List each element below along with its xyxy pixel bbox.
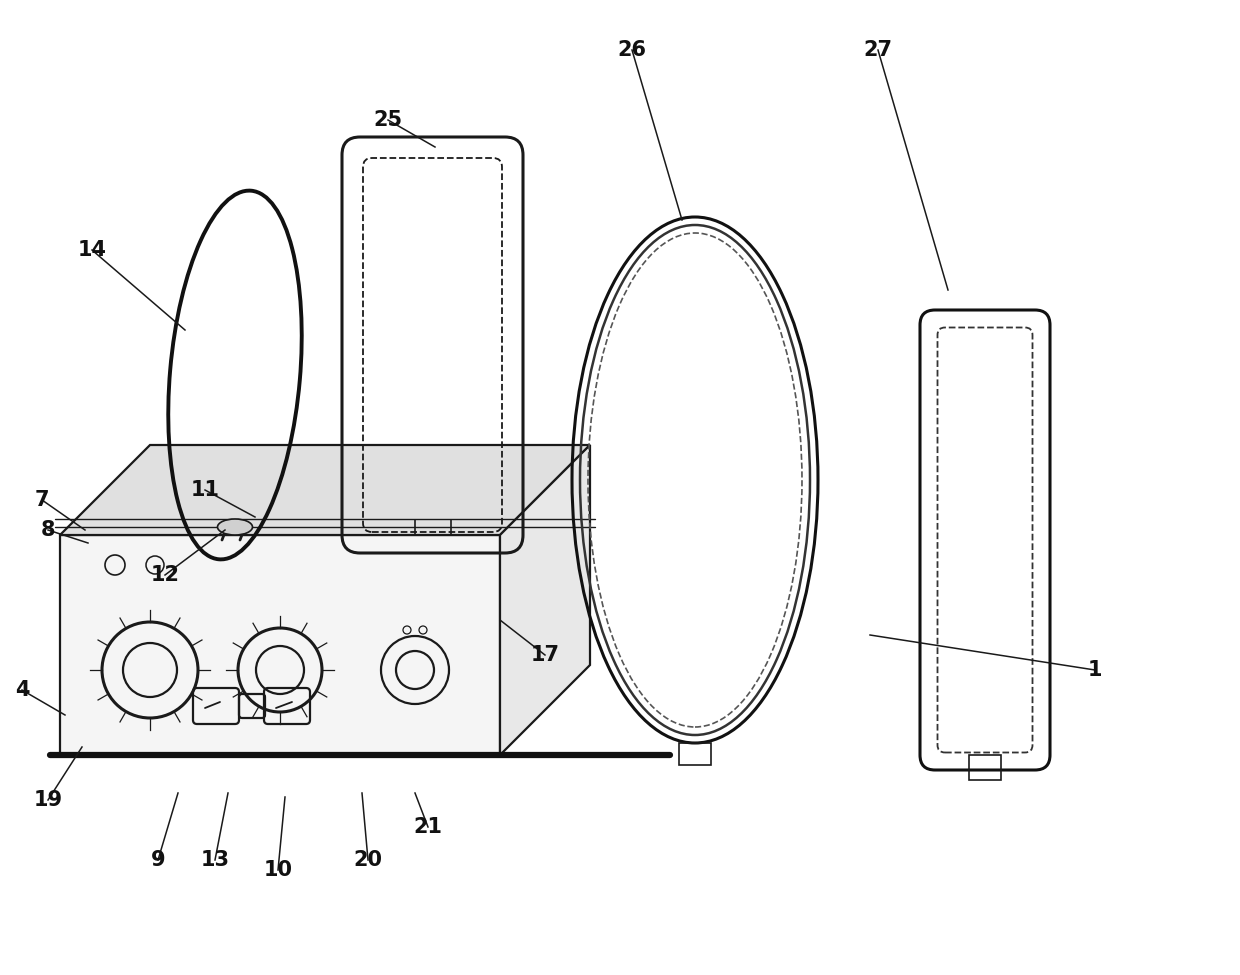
Bar [968, 755, 1001, 780]
Text: 9: 9 [151, 850, 165, 870]
Text: 1: 1 [1087, 660, 1102, 680]
Polygon shape [60, 535, 500, 755]
Text: 7: 7 [35, 490, 50, 510]
Text: 21: 21 [413, 817, 443, 837]
Text: 12: 12 [150, 565, 180, 585]
Polygon shape [500, 445, 590, 755]
Text: 4: 4 [15, 680, 30, 700]
Text: 25: 25 [373, 110, 403, 130]
Polygon shape [60, 445, 590, 535]
Ellipse shape [217, 519, 253, 535]
Text: 11: 11 [191, 480, 219, 500]
Text: 26: 26 [618, 40, 646, 60]
Text: 17: 17 [531, 645, 559, 665]
Text: 8: 8 [41, 520, 56, 540]
Text: 14: 14 [78, 240, 107, 260]
Text: 20: 20 [353, 850, 382, 870]
Bar [680, 743, 711, 765]
Text: 13: 13 [201, 850, 229, 870]
Text: 10: 10 [264, 860, 293, 880]
Text: 27: 27 [863, 40, 893, 60]
Text: 19: 19 [33, 790, 62, 810]
